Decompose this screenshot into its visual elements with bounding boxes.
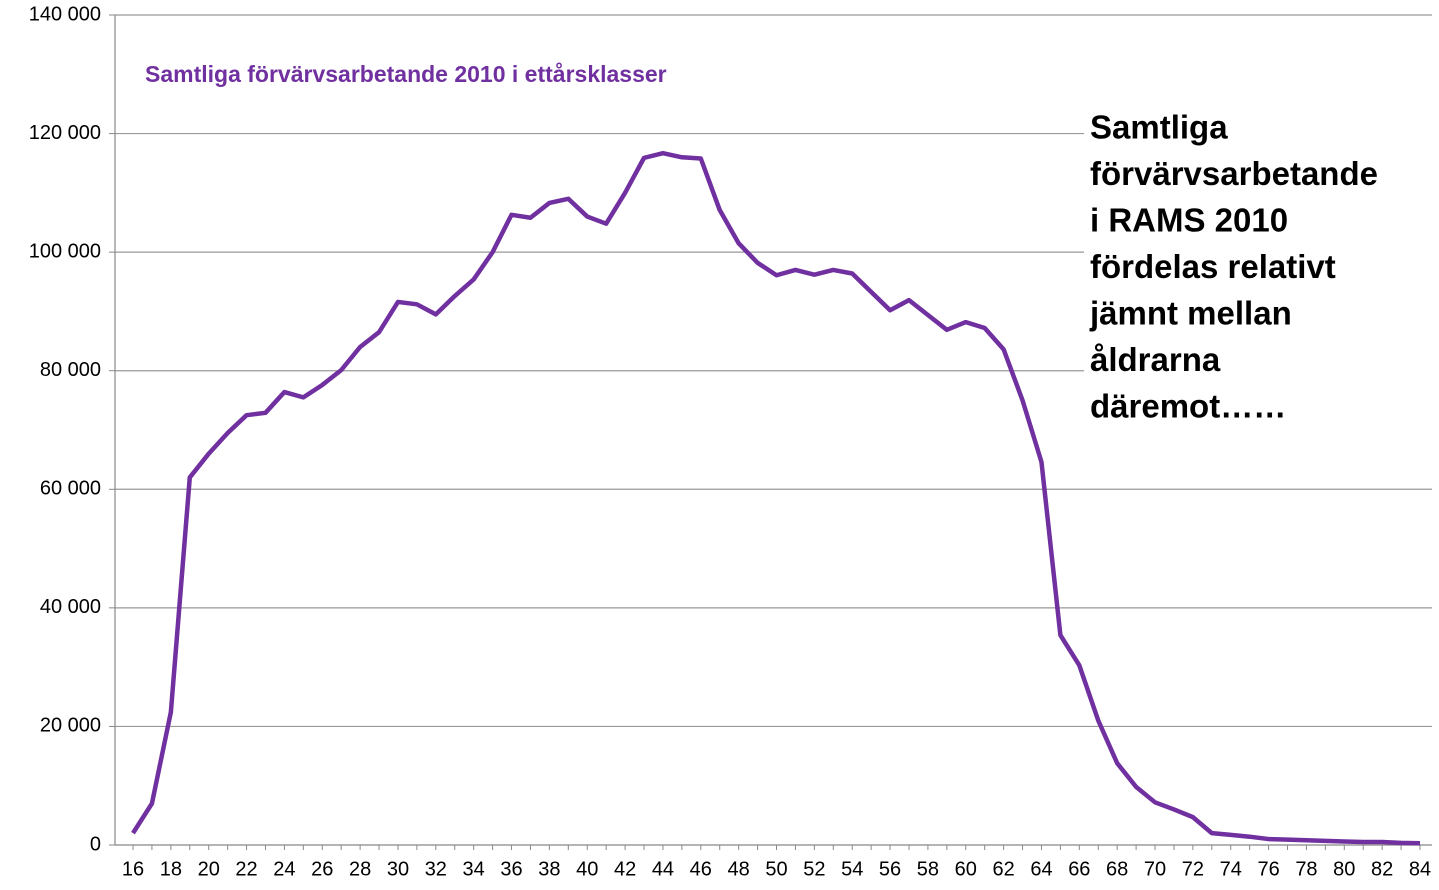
x-tick-label: 46 [690, 858, 712, 880]
annotation-box [1084, 100, 1436, 420]
annotation-text: förvärvsarbetande [1090, 155, 1378, 192]
x-tick-label: 56 [879, 858, 901, 880]
x-tick-label: 20 [198, 858, 220, 880]
x-tick-label: 18 [160, 858, 182, 880]
y-tick-label: 60 000 [40, 478, 101, 500]
x-tick-label: 54 [841, 858, 863, 880]
x-tick-label: 74 [1220, 858, 1242, 880]
y-tick-label: 40 000 [40, 596, 101, 618]
x-tick-label: 16 [122, 858, 144, 880]
x-tick-label: 76 [1257, 858, 1279, 880]
x-tick-label: 78 [1295, 858, 1317, 880]
x-tick-label: 52 [803, 858, 825, 880]
x-tick-label: 28 [349, 858, 371, 880]
y-tick-label: 120 000 [29, 122, 101, 144]
x-tick-label: 44 [652, 858, 674, 880]
x-tick-label: 48 [728, 858, 750, 880]
x-tick-label: 40 [576, 858, 598, 880]
annotation-text: fördelas relativt [1090, 248, 1336, 285]
x-tick-label: 62 [992, 858, 1014, 880]
x-tick-label: 58 [917, 858, 939, 880]
x-tick-label: 24 [273, 858, 295, 880]
x-tick-label: 70 [1144, 858, 1166, 880]
annotation-text: däremot…… [1090, 388, 1286, 425]
x-tick-label: 30 [387, 858, 409, 880]
data-line [131, 150, 1421, 846]
x-tick-label: 72 [1182, 858, 1204, 880]
annotation-text: Samtliga [1090, 109, 1228, 146]
chart-title: Samtliga förvärvsarbetande 2010 i ettårs… [145, 61, 667, 87]
y-tick-label: 0 [90, 833, 101, 855]
x-tick-label: 64 [1030, 858, 1052, 880]
x-tick-label: 82 [1371, 858, 1393, 880]
x-tick-label: 22 [235, 858, 257, 880]
x-tick-label: 68 [1106, 858, 1128, 880]
x-tick-label: 50 [765, 858, 787, 880]
x-tick-label: 34 [463, 858, 485, 880]
x-tick-label: 42 [614, 858, 636, 880]
x-tick-label: 26 [311, 858, 333, 880]
y-tick-label: 20 000 [40, 715, 101, 737]
annotation-text: jämnt mellan [1089, 295, 1292, 332]
annotation-text: åldrarna [1090, 341, 1221, 378]
x-tick-label: 66 [1068, 858, 1090, 880]
x-tick-label: 84 [1409, 858, 1431, 880]
annotation-text: i RAMS 2010 [1090, 202, 1288, 239]
x-tick-label: 32 [425, 858, 447, 880]
x-tick-label: 38 [538, 858, 560, 880]
x-tick-label: 80 [1333, 858, 1355, 880]
y-tick-label: 140 000 [29, 3, 101, 25]
y-tick-label: 100 000 [29, 240, 101, 262]
y-tick-label: 80 000 [40, 359, 101, 381]
x-tick-label: 60 [955, 858, 977, 880]
x-tick-label: 36 [500, 858, 522, 880]
